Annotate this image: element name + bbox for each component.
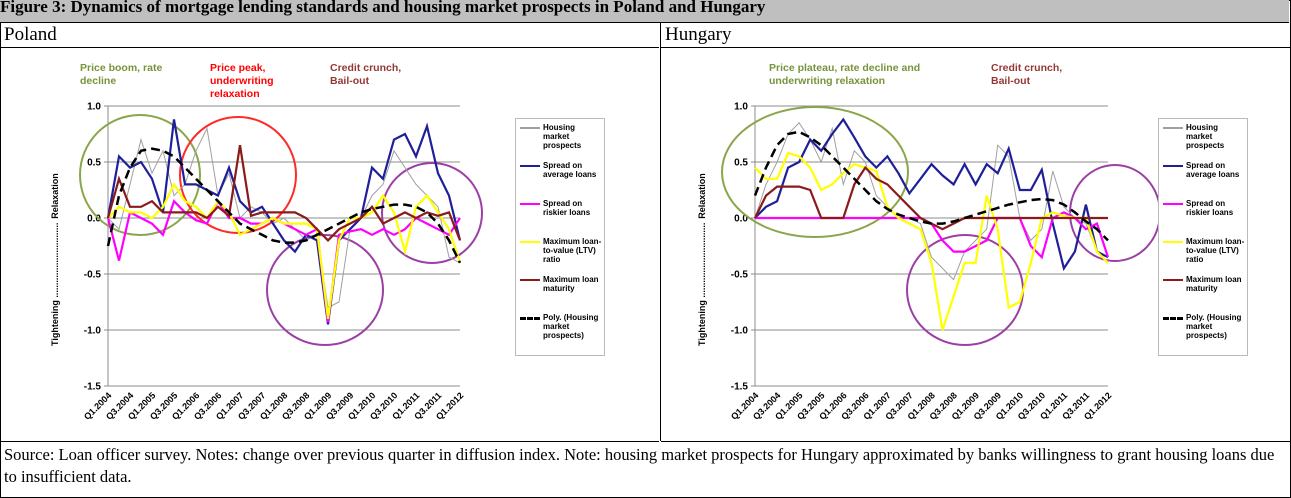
- legend-swatch: [1163, 241, 1183, 243]
- legend-swatch: [520, 127, 540, 129]
- legend-label: Spread on riskier loans: [1186, 199, 1234, 217]
- legend-entry: Housing market prospects: [518, 123, 602, 161]
- series-line: [106, 119, 462, 325]
- legend-swatch: [1163, 317, 1183, 320]
- highlight-circle: [179, 116, 297, 234]
- y-tick-label: -1.5: [84, 382, 102, 393]
- legend-label: Spread on average loans: [1186, 161, 1240, 179]
- y-tick-label: 0.5: [87, 158, 101, 169]
- legend-label: Maximum loan maturity: [1186, 275, 1242, 293]
- y-tick-label: 1.0: [87, 102, 101, 113]
- legend-swatch: [520, 241, 540, 243]
- legend-swatch: [1163, 279, 1183, 281]
- annotation: Credit crunch, Bail-out: [991, 62, 1063, 87]
- legend-label: Spread on riskier loans: [543, 199, 591, 217]
- separator: [661, 47, 1290, 48]
- series-line: [107, 182, 462, 319]
- chart: 1.0 0.5 0.0 -0.5 -1.0 -1.5 Tightening ........…: [50, 102, 483, 422]
- legend-entry: Maximum loan-to-value (LTV) ratio: [1161, 237, 1245, 275]
- highlight-circle: [721, 106, 909, 238]
- series-line: [107, 126, 461, 309]
- legend-label: Spread on average loans: [543, 161, 597, 179]
- legend-swatch: [520, 317, 540, 320]
- y-tick-label: 0.0: [87, 214, 101, 225]
- legend-entry: Spread on riskier loans: [518, 199, 602, 237]
- y-axis-label: Relaxation: [50, 173, 60, 219]
- y-axis-label: Tightening .............................…: [697, 223, 707, 346]
- panel-label: Hungary: [665, 24, 732, 45]
- legend-swatch: [520, 165, 540, 167]
- series-line: [106, 145, 462, 242]
- annotation: Price plateau, rate decline and underwri…: [769, 62, 921, 87]
- series-line: [754, 151, 1109, 331]
- chart: 1.0 0.5 0.0 -0.5 -1.0 -1.5 Tightening ........…: [697, 102, 1161, 422]
- y-tick-label: -1.5: [731, 382, 749, 393]
- figure-title: Figure 3: Dynamics of mortgage lending s…: [0, 0, 1289, 23]
- y-tick-label: 0.0: [734, 214, 748, 225]
- highlight-circle: [381, 162, 483, 264]
- series-line: [754, 117, 1109, 272]
- legend-label: Housing market prospects: [543, 123, 582, 150]
- y-tick-label: 0.5: [734, 158, 748, 169]
- annotation: Price peak, underwriting relaxation: [210, 62, 274, 100]
- legend: Housing market prospects Spread on averag…: [1158, 118, 1248, 356]
- highlight-circle: [266, 234, 384, 346]
- legend-entry: Poly. (Housing market prospects): [518, 313, 602, 351]
- legend-label: Maximum loan maturity: [543, 275, 599, 293]
- y-axis-label: Relaxation: [697, 173, 707, 219]
- legend-entry: Maximum loan maturity: [1161, 275, 1245, 313]
- legend-label: Housing market prospects: [1186, 123, 1225, 150]
- legend-label: Poly. (Housing market prospects): [543, 313, 599, 340]
- legend-entry: Housing market prospects: [1161, 123, 1245, 161]
- legend-entry: Maximum loan maturity: [518, 275, 602, 313]
- legend-entry: Spread on average loans: [1161, 161, 1245, 199]
- series-line: [106, 198, 461, 323]
- chart-cell: Hungary 1.0 0.5 0.0 -0.5 -1.0 -1.5 Tightening .…: [661, 23, 1290, 442]
- y-axis-label: Tightening .............................…: [50, 223, 60, 346]
- series-line: [106, 147, 462, 264]
- series-line: [754, 122, 1109, 281]
- chart-cell: Poland 1.0 0.5 0.0 -0.5 -1.0 -1.5 Tightening ..…: [0, 23, 659, 442]
- legend-label: Maximum loan-to-value (LTV) ratio: [543, 237, 602, 264]
- legend-swatch: [520, 279, 540, 281]
- legend: Housing market prospects Spread on averag…: [515, 118, 605, 356]
- legend-entry: Maximum loan-to-value (LTV) ratio: [518, 237, 602, 275]
- y-tick-label: 1.0: [734, 102, 748, 113]
- legend-swatch: [1163, 165, 1183, 167]
- y-tick-label: -0.5: [731, 270, 749, 281]
- y-tick-label: -1.0: [731, 326, 749, 337]
- legend-swatch: [1163, 127, 1183, 129]
- annotation: Price boom, rate decline: [80, 62, 163, 87]
- footer-note: Source: Loan officer survey. Notes: chan…: [4, 445, 1275, 486]
- highlight-circle: [79, 114, 201, 236]
- annotation: Credit crunch, Bail-out: [330, 62, 402, 87]
- legend-entry: Spread on average loans: [518, 161, 602, 199]
- legend-label: Poly. (Housing market prospects): [1186, 313, 1242, 340]
- y-tick-label: -1.0: [84, 326, 102, 337]
- legend-swatch: [520, 203, 540, 205]
- legend-label: Maximum loan-to-value (LTV) ratio: [1186, 237, 1245, 264]
- y-tick-label: -0.5: [84, 270, 102, 281]
- legend-entry: Spread on riskier loans: [1161, 199, 1245, 237]
- legend-swatch: [1163, 203, 1183, 205]
- separator: [0, 47, 659, 48]
- legend-entry: Poly. (Housing market prospects): [1161, 313, 1245, 351]
- panel-label: Poland: [4, 24, 57, 45]
- column-divider: [660, 23, 661, 441]
- series-line: [753, 130, 1109, 242]
